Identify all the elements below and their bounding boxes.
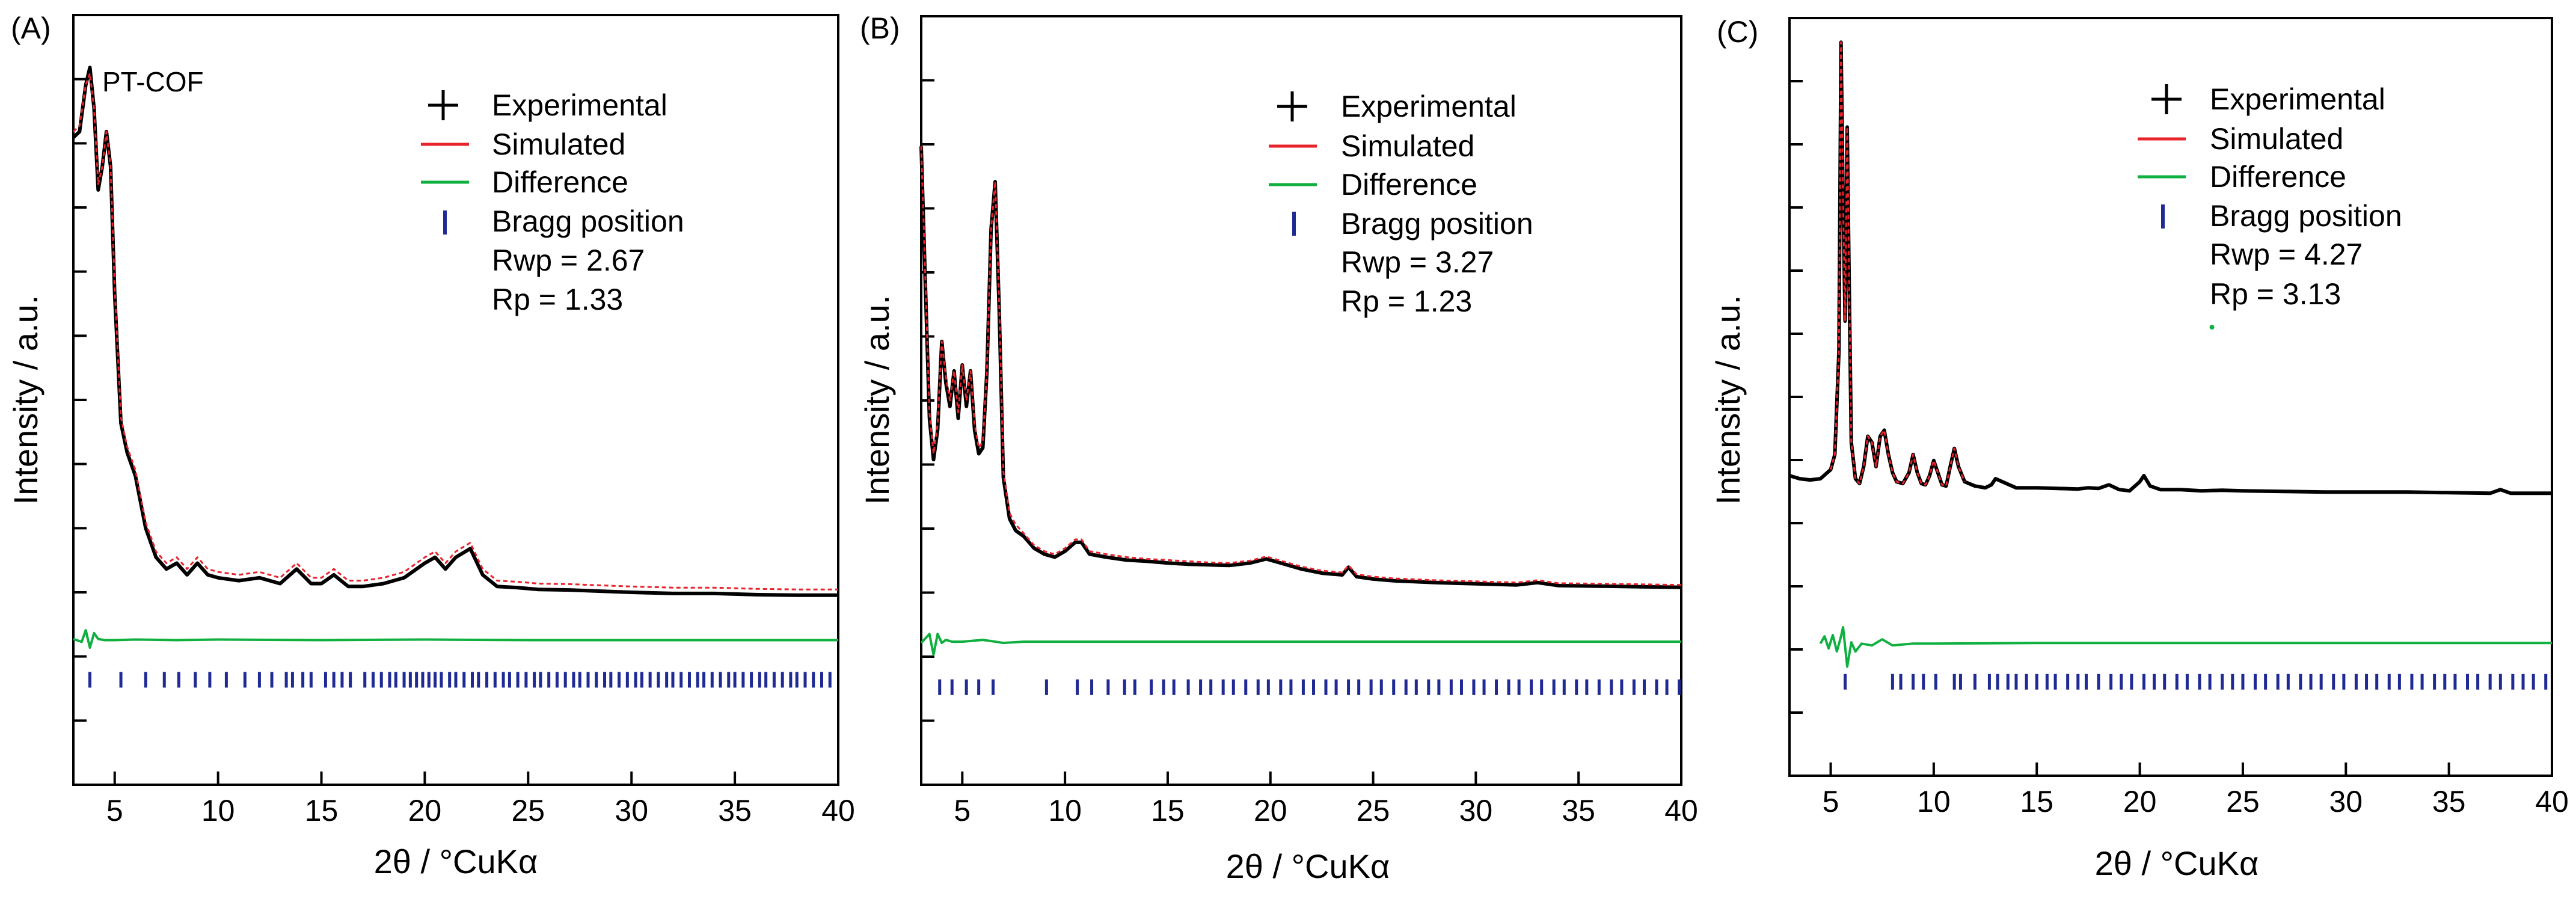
stat-rp: Rp = 1.23 bbox=[1341, 284, 1472, 318]
legend: Experimental Simulated Difference Bragg … bbox=[421, 88, 684, 316]
panel-label: (B) bbox=[860, 11, 900, 45]
y-ticks bbox=[73, 78, 87, 722]
x-axis-label: 2θ / °CuKα bbox=[1226, 847, 1390, 885]
plot-frame bbox=[1788, 17, 2553, 777]
plot-series bbox=[72, 66, 838, 649]
legend-label-simulated: Simulated bbox=[2210, 122, 2343, 156]
legend-item-bragg: Bragg position bbox=[2161, 199, 2402, 233]
series-line-experimental bbox=[919, 146, 1682, 589]
legend: Experimental Simulated Difference Bragg … bbox=[2138, 82, 2402, 311]
x-tick-label: 5 bbox=[106, 794, 123, 827]
legend-item-bragg: Bragg position bbox=[443, 204, 684, 238]
legend-item-simulated: Simulated bbox=[421, 127, 625, 161]
x-tick-label: 25 bbox=[1357, 794, 1390, 827]
legend-item-experimental: Experimental bbox=[428, 88, 667, 122]
x-ticks: 5 10 15 20 25 30 35 40 bbox=[954, 772, 1698, 827]
legend-item-bragg: Bragg position bbox=[1292, 207, 1533, 241]
stat-rwp: Rwp = 3.27 bbox=[1341, 245, 1494, 279]
x-tick-label: 20 bbox=[2123, 785, 2157, 818]
legend-label-simulated: Simulated bbox=[492, 127, 625, 161]
panel-b: (B) 5 10 15 20 25 30 35 40 Experimental Simulat… bbox=[858, 11, 1698, 885]
x-axis-label: 2θ / °CuKα bbox=[374, 842, 538, 880]
legend-item-difference: Difference bbox=[421, 165, 628, 199]
x-tick-label: 30 bbox=[1459, 794, 1493, 827]
x-tick-label: 25 bbox=[2226, 785, 2260, 818]
panel-label: (C) bbox=[1717, 15, 1758, 49]
x-tick-label: 40 bbox=[821, 794, 855, 827]
plot-frame bbox=[920, 15, 1682, 786]
sample-label: PT-COF bbox=[102, 66, 204, 97]
stat-rp: Rp = 1.33 bbox=[492, 283, 623, 316]
x-tick-label: 10 bbox=[1048, 794, 1082, 827]
x-tick-label: 40 bbox=[2535, 785, 2569, 818]
bragg-markers bbox=[1844, 673, 2548, 690]
x-ticks: 5 10 15 20 25 30 35 40 bbox=[106, 772, 855, 827]
series-line-experimental bbox=[72, 66, 838, 597]
legend-label-simulated: Simulated bbox=[1341, 129, 1474, 163]
x-tick-label: 5 bbox=[954, 794, 971, 827]
x-ticks: 5 10 15 20 25 30 35 40 bbox=[1823, 762, 2569, 818]
x-tick-label: 15 bbox=[305, 794, 339, 827]
x-tick-label: 35 bbox=[718, 794, 752, 827]
y-axis-label: Intensity / a.u. bbox=[1709, 295, 1747, 505]
legend-label-experimental: Experimental bbox=[1341, 90, 1516, 123]
series-line-simulated bbox=[920, 146, 1682, 586]
legend-label-difference: Difference bbox=[2210, 160, 2346, 194]
x-tick-label: 15 bbox=[2020, 785, 2053, 818]
y-ticks bbox=[1789, 80, 1803, 714]
plot-series bbox=[919, 146, 1682, 656]
plot-series bbox=[1789, 40, 2552, 668]
plot-frame bbox=[72, 14, 839, 786]
legend-item-difference: Difference bbox=[1269, 168, 1477, 201]
x-tick-label: 10 bbox=[1917, 785, 1951, 818]
series-line-difference bbox=[1819, 626, 2552, 668]
stat-rwp: Rwp = 4.27 bbox=[2210, 238, 2363, 271]
x-tick-label: 20 bbox=[408, 794, 442, 827]
x-tick-label: 15 bbox=[1151, 794, 1185, 827]
x-tick-label: 25 bbox=[512, 794, 545, 827]
panel-a: (A) PT-COF 5 10 15 20 25 30 35 40 Experimental … bbox=[7, 11, 855, 880]
legend-label-bragg: Bragg position bbox=[2210, 199, 2402, 233]
legend-label-difference: Difference bbox=[492, 165, 628, 199]
x-tick-label: 35 bbox=[2432, 785, 2466, 818]
bragg-markers bbox=[938, 679, 1681, 695]
legend: Experimental Simulated Difference Bragg … bbox=[1269, 90, 1533, 318]
panel-c: (C) 5 10 15 20 25 30 35 40 Experimental Simulat… bbox=[1709, 15, 2569, 882]
legend-label-experimental: Experimental bbox=[2210, 82, 2385, 116]
series-line-difference bbox=[920, 633, 1681, 656]
legend-item-experimental: Experimental bbox=[1277, 90, 1516, 123]
stray-marks bbox=[2209, 325, 2215, 330]
series-line-experimental bbox=[1789, 40, 2552, 496]
x-tick-label: 10 bbox=[201, 794, 235, 827]
stray-dot bbox=[2209, 325, 2215, 330]
y-axis-label: Intensity / a.u. bbox=[858, 295, 896, 505]
bragg-markers bbox=[88, 672, 832, 688]
panel-label: (A) bbox=[11, 11, 51, 45]
legend-item-simulated: Simulated bbox=[1269, 129, 1474, 163]
legend-item-difference: Difference bbox=[2138, 160, 2346, 194]
series-line-difference bbox=[73, 629, 838, 649]
legend-label-bragg: Bragg position bbox=[1341, 207, 1533, 241]
x-axis-label: 2θ / °CuKα bbox=[2095, 844, 2259, 882]
series-line-simulated bbox=[1830, 41, 1966, 487]
x-tick-label: 40 bbox=[1664, 794, 1698, 827]
series-line-simulated bbox=[72, 72, 838, 591]
legend-label-difference: Difference bbox=[1341, 168, 1477, 201]
x-tick-label: 20 bbox=[1254, 794, 1287, 827]
y-axis-label: Intensity / a.u. bbox=[7, 295, 44, 505]
legend-label-experimental: Experimental bbox=[492, 88, 667, 122]
stat-rwp: Rwp = 2.67 bbox=[492, 244, 645, 277]
legend-label-bragg: Bragg position bbox=[492, 204, 684, 238]
x-tick-label: 5 bbox=[1823, 785, 1839, 818]
legend-item-simulated: Simulated bbox=[2138, 122, 2343, 156]
x-tick-label: 35 bbox=[1562, 794, 1595, 827]
stat-rp: Rp = 3.13 bbox=[2210, 277, 2341, 311]
x-tick-label: 30 bbox=[615, 794, 648, 827]
legend-item-experimental: Experimental bbox=[2151, 82, 2385, 116]
x-tick-label: 30 bbox=[2329, 785, 2363, 818]
